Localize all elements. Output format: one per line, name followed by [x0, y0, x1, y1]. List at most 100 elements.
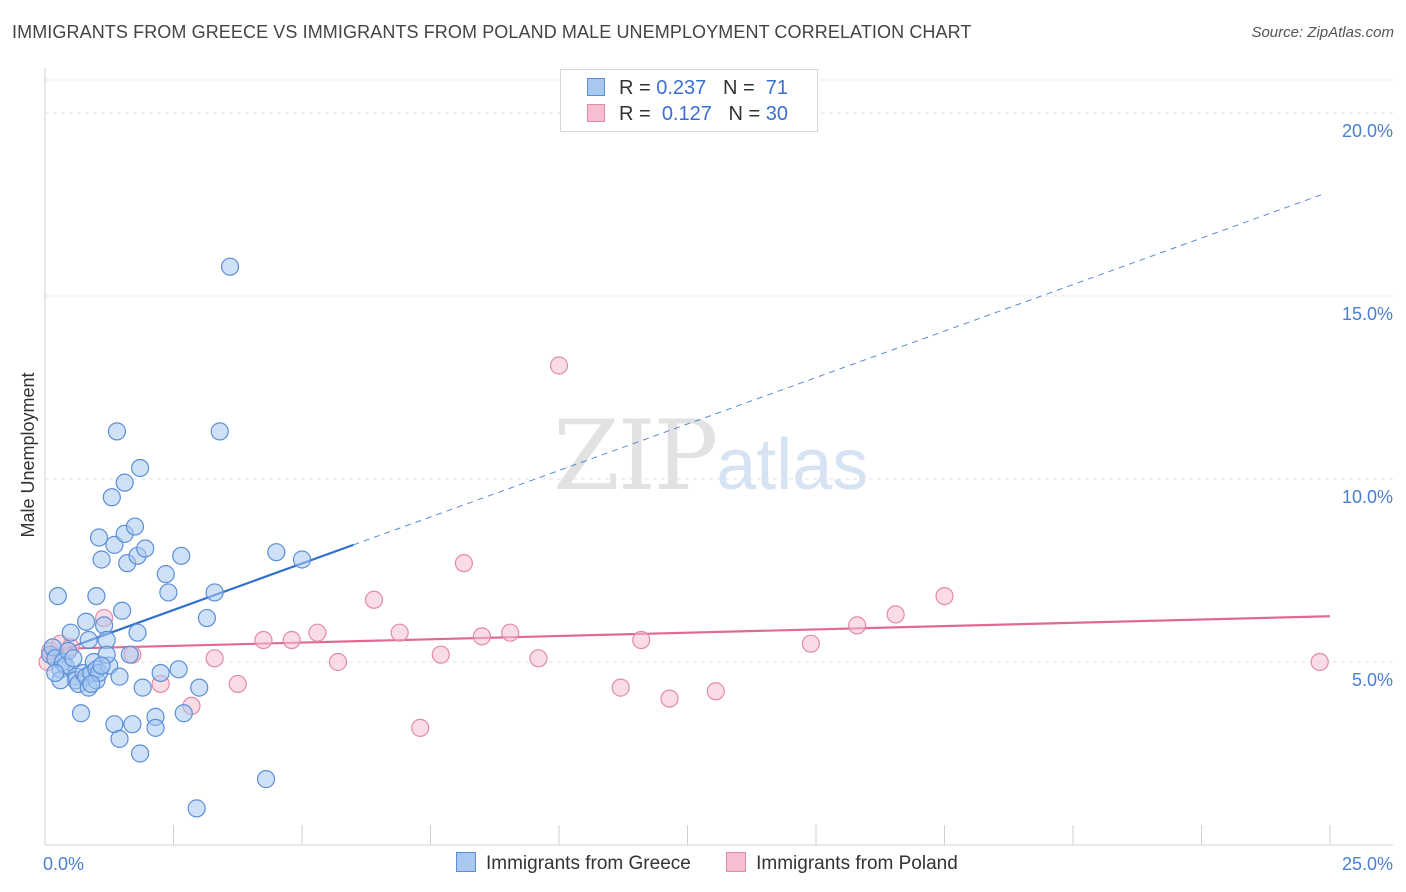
- greece-point: [133, 678, 152, 697]
- legend-row-poland: R = 0.127 N = 30: [587, 103, 788, 125]
- greece-point: [110, 729, 129, 748]
- greece-point: [92, 656, 111, 675]
- greece-point: [79, 630, 98, 650]
- greece-legend-label: Immigrants from Greece: [486, 853, 691, 874]
- greece-trendline-extrapolated: [353, 192, 1326, 546]
- greece-point: [256, 770, 276, 789]
- poland-point: [660, 689, 679, 708]
- greece-point: [156, 565, 175, 584]
- poland-point: [501, 623, 520, 642]
- poland-legend-swatch: [726, 852, 747, 872]
- greece-point: [136, 539, 155, 558]
- data-points: [38, 257, 1329, 818]
- greece-point: [125, 517, 145, 536]
- greece-point: [115, 473, 134, 492]
- greece-point: [64, 649, 83, 668]
- poland-point: [328, 652, 348, 672]
- legend-item-greece[interactable]: Immigrants from Greece: [456, 852, 691, 875]
- series-legend: Immigrants from Greece Immigrants from P…: [456, 852, 988, 875]
- greece-point: [92, 550, 111, 569]
- greece-swatch: [587, 78, 605, 96]
- greece-point: [87, 587, 106, 606]
- poland-point: [282, 630, 301, 650]
- poland-point: [431, 645, 450, 664]
- poland-point: [886, 605, 905, 624]
- poland-point: [848, 616, 867, 635]
- poland-point: [632, 630, 651, 650]
- legend-row-greece: R = 0.237 N = 71: [587, 77, 788, 99]
- greece-point: [210, 422, 229, 441]
- poland-point: [411, 718, 430, 737]
- greece-point: [151, 663, 170, 683]
- poland-point: [1310, 652, 1329, 672]
- poland-point: [706, 682, 725, 701]
- axis-labels: 5.0% 10.0% 15.0% 20.0% 0.0% 25.0% Male Unemplo…: [18, 121, 1393, 874]
- greece-point: [77, 612, 96, 631]
- y-tick-label: 10.0%: [1342, 487, 1393, 507]
- poland-n-value: 30: [765, 103, 789, 125]
- greece-point: [146, 718, 165, 737]
- correlation-legend: R = 0.237 N = 71 R = 0.127 N = 30: [560, 69, 818, 132]
- greece-point: [120, 645, 139, 664]
- poland-point: [529, 649, 548, 668]
- poland-point: [364, 590, 384, 609]
- watermark-zip: ZIP: [553, 400, 718, 512]
- poland-trendline: [44, 615, 1331, 651]
- poland-point: [454, 554, 474, 573]
- watermark-atlas: atlas: [716, 425, 869, 505]
- greece-point: [61, 623, 80, 642]
- greece-point: [110, 667, 129, 686]
- greece-point: [205, 583, 224, 602]
- greece-point: [82, 674, 101, 694]
- poland-swatch: [587, 104, 605, 122]
- greece-point: [130, 458, 150, 478]
- greece-point: [112, 601, 132, 620]
- poland-point: [308, 623, 327, 642]
- greece-n-label: N =: [722, 77, 755, 99]
- poland-point: [472, 627, 491, 646]
- source-label: Source: ZipAtlas.com: [1251, 24, 1394, 41]
- poland-point: [935, 587, 954, 606]
- poland-point: [228, 674, 247, 694]
- chart-title: IMMIGRANTS FROM GREECE VS IMMIGRANTS FRO…: [12, 22, 972, 42]
- greece-point: [197, 608, 217, 628]
- poland-point: [801, 634, 820, 653]
- poland-point: [549, 356, 569, 375]
- greece-point: [187, 799, 206, 818]
- watermark: ZIPatlas: [553, 400, 868, 512]
- poland-point: [205, 649, 224, 668]
- greece-point: [130, 744, 150, 763]
- y-tick-label: 20.0%: [1342, 121, 1393, 141]
- greece-point: [46, 663, 65, 683]
- greece-point: [174, 704, 193, 723]
- greece-point: [107, 422, 127, 441]
- greece-point: [292, 550, 312, 569]
- greece-point: [48, 587, 67, 606]
- axes: [44, 68, 1393, 846]
- poland-n-label: N =: [728, 103, 761, 125]
- greece-point: [102, 488, 121, 507]
- greece-point: [159, 583, 178, 602]
- greece-point: [71, 704, 91, 723]
- greece-point: [89, 528, 109, 547]
- greece-point: [172, 546, 191, 565]
- x-tick-label: 25.0%: [1342, 854, 1393, 874]
- y-tick-label: 5.0%: [1352, 670, 1393, 690]
- greece-point: [220, 257, 240, 276]
- gridlines: [45, 79, 1393, 663]
- greece-point: [169, 660, 188, 679]
- greece-n-value: 71: [765, 77, 789, 99]
- greece-legend-swatch: [456, 852, 476, 872]
- y-tick-label: 15.0%: [1342, 304, 1393, 324]
- y-axis-label: Male Unemployment: [18, 372, 38, 537]
- greece-point: [267, 543, 286, 562]
- poland-point: [611, 678, 630, 697]
- poland-r-value: 0.127: [661, 103, 712, 125]
- poland-legend-label: Immigrants from Poland: [756, 853, 958, 874]
- greece-point: [128, 623, 147, 642]
- greece-point: [123, 715, 142, 734]
- legend-item-poland[interactable]: Immigrants from Poland: [726, 852, 958, 875]
- poland-point: [254, 630, 273, 650]
- x-tick-label: 0.0%: [43, 854, 84, 874]
